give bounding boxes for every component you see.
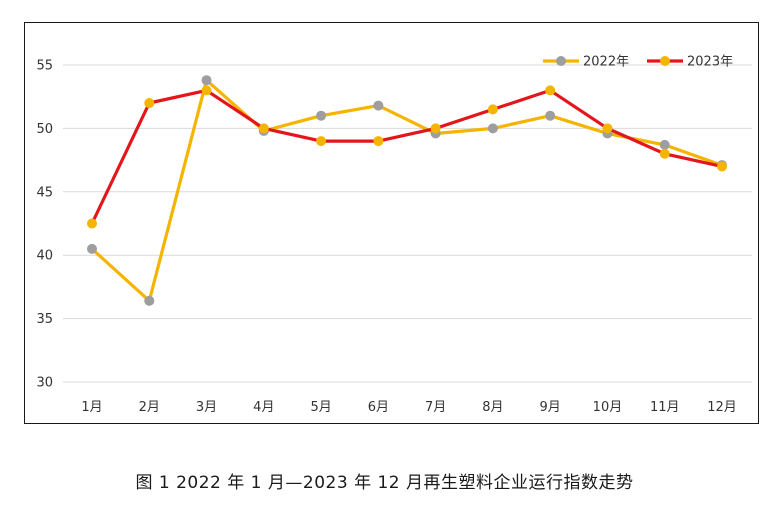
y-tick-label: 50 [36,122,53,137]
data-point [659,148,670,159]
y-axis-tick-labels: 30 35 40 45 50 55 [36,59,53,391]
series-1 [87,75,727,306]
x-axis-tick-labels: 1月 2月 3月 4月 5月 6月 7月 8月 9月 10月 11月 12月 [81,400,736,415]
data-point [545,110,556,121]
legend-item-1: 2022年 [543,55,629,70]
data-point [144,295,155,306]
y-tick-label: 45 [36,185,53,200]
series-line [90,78,724,303]
y-tick-label: 30 [36,376,53,391]
gridlines [63,64,752,383]
data-point [201,75,212,86]
x-tick-label: 9月 [540,400,561,415]
x-tick-label: 4月 [253,400,274,415]
legend: 2022年 2023年 [543,55,733,70]
series-2 [87,85,727,229]
figure-caption: 图 1 2022 年 1 月—2023 年 12 月再生塑料企业运行指数走势 [135,473,634,493]
x-tick-label: 7月 [425,400,446,415]
x-tick-label: 2月 [139,400,160,415]
x-tick-label: 10月 [593,400,623,415]
legend-marker [660,56,670,66]
x-tick-label: 8月 [482,400,503,415]
data-point [487,123,498,134]
x-tick-label: 12月 [707,400,737,415]
data-point [258,123,269,134]
x-tick-label: 11月 [650,400,680,415]
data-point [373,100,384,111]
x-tick-label: 6月 [368,400,389,415]
data-point [144,98,155,109]
legend-label: 2022年 [583,55,629,70]
chart-frame: 30 35 40 45 50 55 1月 2月 3月 4月 5月 6月 7月 8月 9月 10月 11月 12月… [24,22,759,424]
legend-label: 2023年 [687,55,733,70]
series-line [90,88,724,226]
legend-item-2: 2023年 [647,55,733,70]
y-tick-label: 40 [36,249,53,264]
data-point [373,136,384,147]
data-point [316,136,327,147]
x-tick-label: 3月 [196,400,217,415]
data-point [201,85,212,96]
data-point [545,85,556,96]
data-point [316,110,327,121]
y-tick-label: 55 [36,59,53,74]
data-point [717,161,727,172]
data-point [487,104,498,115]
series-group [87,75,727,306]
data-point [87,218,97,229]
data-point [430,123,441,134]
y-tick-label: 35 [36,312,53,327]
x-tick-label: 5月 [310,400,331,415]
x-tick-label: 1月 [81,400,102,415]
data-point [602,123,613,134]
data-point [87,243,97,254]
line-chart: 30 35 40 45 50 55 1月 2月 3月 4月 5月 6月 7月 8月 9月 10月 11月 12月… [36,55,752,415]
data-point [659,139,670,150]
legend-marker [556,56,566,66]
